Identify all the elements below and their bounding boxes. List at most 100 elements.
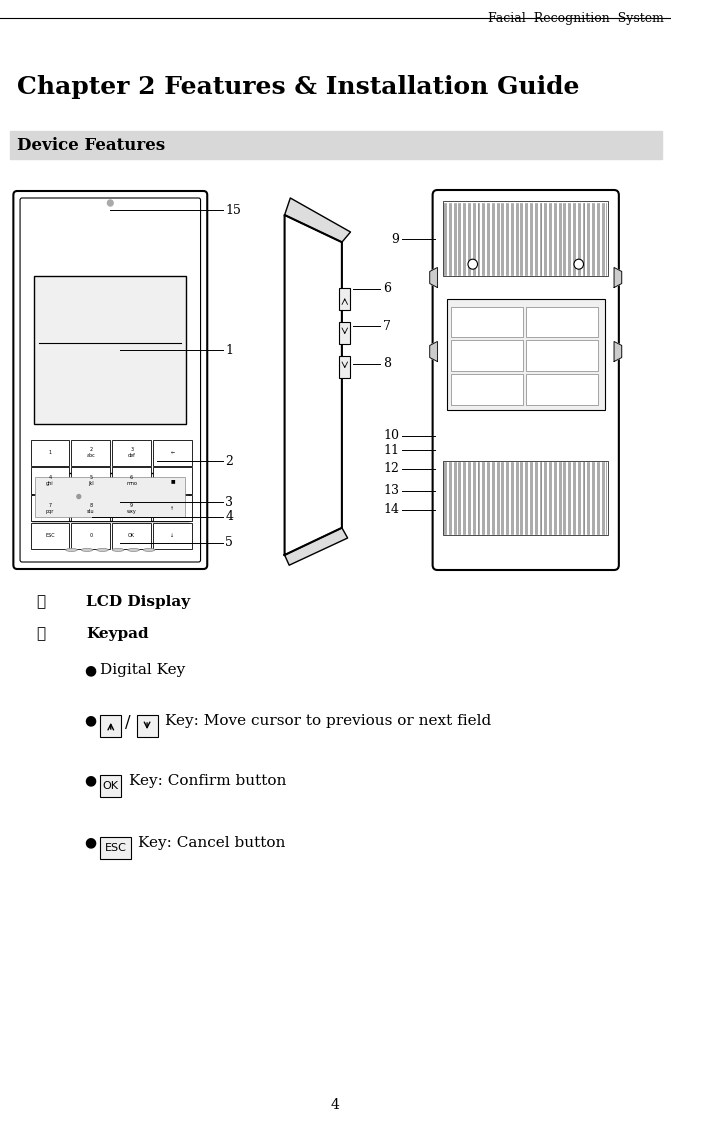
Polygon shape — [285, 198, 351, 242]
Polygon shape — [430, 267, 437, 288]
Bar — [112, 439, 151, 465]
Polygon shape — [614, 267, 621, 288]
Text: ●: ● — [84, 663, 96, 677]
Text: ESC: ESC — [105, 843, 127, 854]
FancyBboxPatch shape — [20, 198, 200, 561]
Text: OK: OK — [128, 533, 135, 539]
Text: ↓: ↓ — [170, 533, 174, 539]
Bar — [526, 374, 598, 404]
Text: ESC: ESC — [45, 533, 55, 539]
Text: 1: 1 — [49, 451, 51, 455]
Bar — [153, 495, 192, 521]
Text: 13: 13 — [383, 484, 399, 497]
Text: Key: Confirm button: Key: Confirm button — [129, 774, 286, 788]
Bar — [112, 468, 151, 494]
Ellipse shape — [65, 548, 77, 551]
Bar — [447, 299, 605, 410]
Text: ②: ② — [37, 627, 46, 641]
Bar — [72, 439, 110, 465]
Text: 4
ghi: 4 ghi — [46, 475, 54, 486]
Text: ■: ■ — [170, 478, 175, 483]
Ellipse shape — [112, 548, 124, 551]
FancyBboxPatch shape — [13, 191, 207, 569]
Text: ●: ● — [84, 835, 96, 849]
Bar — [34, 276, 186, 424]
Text: ←: ← — [170, 451, 174, 455]
Circle shape — [468, 259, 477, 269]
Bar — [339, 289, 351, 310]
Text: 1: 1 — [226, 344, 233, 357]
Text: 15: 15 — [226, 204, 241, 216]
Ellipse shape — [97, 548, 108, 551]
Text: Chapter 2 Features & Installation Guide: Chapter 2 Features & Installation Guide — [17, 75, 580, 98]
Bar — [72, 495, 110, 521]
Text: Device Features: Device Features — [17, 137, 165, 154]
Circle shape — [77, 495, 81, 498]
Circle shape — [108, 200, 113, 206]
Text: 7
pqr: 7 pqr — [46, 503, 54, 514]
Text: Digital Key: Digital Key — [101, 663, 186, 677]
Polygon shape — [285, 215, 342, 555]
Bar — [136, 715, 157, 737]
Bar — [451, 374, 523, 404]
Text: 4: 4 — [226, 511, 233, 523]
Text: LCD Display: LCD Display — [86, 595, 190, 609]
Polygon shape — [285, 528, 347, 565]
Bar — [443, 462, 608, 535]
Text: 9: 9 — [392, 233, 399, 246]
Bar — [30, 523, 70, 549]
Text: 3: 3 — [226, 496, 233, 508]
Text: 9
wxy: 9 wxy — [127, 503, 136, 514]
Text: 6: 6 — [383, 283, 391, 295]
Bar — [101, 775, 122, 797]
Bar — [526, 307, 598, 337]
Bar — [30, 495, 70, 521]
Text: 4: 4 — [331, 1098, 340, 1112]
Text: Keypad: Keypad — [86, 627, 148, 641]
Circle shape — [574, 259, 583, 269]
Polygon shape — [614, 342, 621, 361]
Text: OK: OK — [103, 781, 119, 791]
Bar — [35, 477, 186, 516]
Text: 8
stu: 8 stu — [87, 503, 95, 514]
Ellipse shape — [143, 548, 155, 551]
Text: 5: 5 — [226, 537, 233, 549]
Bar — [451, 307, 523, 337]
Text: /: / — [125, 714, 131, 731]
Text: 3
def: 3 def — [128, 447, 136, 458]
Bar — [339, 323, 351, 344]
Bar — [153, 468, 192, 494]
Text: ●: ● — [84, 713, 96, 727]
Bar — [72, 468, 110, 494]
Text: 2: 2 — [226, 455, 233, 468]
Text: Key: Move cursor to previous or next field: Key: Move cursor to previous or next fie… — [165, 714, 491, 728]
Bar — [32, 472, 189, 521]
Text: 6
mno: 6 mno — [126, 475, 137, 486]
FancyBboxPatch shape — [432, 190, 619, 571]
Bar — [112, 495, 151, 521]
Ellipse shape — [82, 548, 93, 551]
Text: 7: 7 — [383, 320, 391, 333]
Text: 2
abc: 2 abc — [86, 447, 95, 458]
Bar — [153, 523, 192, 549]
Ellipse shape — [128, 548, 139, 551]
Bar — [443, 201, 608, 276]
Text: 11: 11 — [383, 444, 399, 457]
Text: 14: 14 — [383, 503, 399, 516]
Bar — [30, 468, 70, 494]
Text: ①: ① — [37, 595, 46, 609]
Bar — [101, 715, 122, 737]
Text: Key: Cancel button: Key: Cancel button — [138, 837, 286, 850]
Polygon shape — [430, 342, 437, 361]
Bar — [112, 523, 151, 549]
Bar — [10, 131, 662, 158]
Text: 5
jkl: 5 jkl — [88, 475, 93, 486]
Bar — [451, 341, 523, 371]
Text: 8: 8 — [383, 358, 391, 370]
Text: Facial  Recognition  System: Facial Recognition System — [488, 12, 664, 25]
Bar — [153, 439, 192, 465]
Bar — [30, 439, 70, 465]
Text: ●: ● — [84, 773, 96, 787]
Text: 10: 10 — [383, 429, 399, 441]
Bar — [101, 837, 131, 859]
